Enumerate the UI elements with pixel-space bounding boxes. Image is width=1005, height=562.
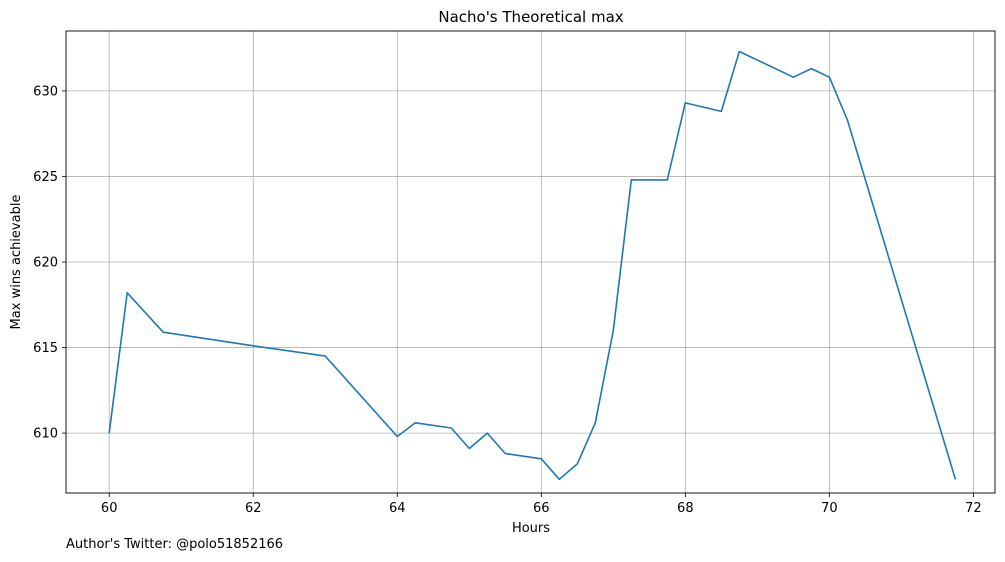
x-axis-label: Hours: [512, 521, 550, 536]
y-tick-label: 630: [33, 84, 58, 99]
y-tick-label: 620: [33, 256, 58, 271]
series-line: [108, 50, 957, 481]
x-tick-label: 70: [821, 501, 838, 516]
grid: [66, 31, 995, 493]
x-tick-label: 66: [533, 501, 550, 516]
y-axis-label: Max wins achievable: [9, 195, 24, 330]
x-tick-label: 60: [101, 501, 118, 516]
author-twitter-note: Author's Twitter: @polo51852166: [66, 537, 284, 552]
x-tick-label: 64: [389, 501, 406, 516]
x-tick-label: 68: [677, 501, 694, 516]
y-tick-label: 615: [33, 341, 58, 356]
y-tick-label: 625: [33, 170, 58, 185]
x-tick-label: 62: [245, 501, 262, 516]
chart-title: Nacho's Theoretical max: [438, 8, 623, 26]
x-axis: 60 62 64 66 68 70 72: [101, 493, 982, 516]
y-axis: 610 615 620 625 630: [33, 84, 66, 442]
x-tick-label: 72: [965, 501, 982, 516]
y-tick-label: 610: [33, 427, 58, 442]
